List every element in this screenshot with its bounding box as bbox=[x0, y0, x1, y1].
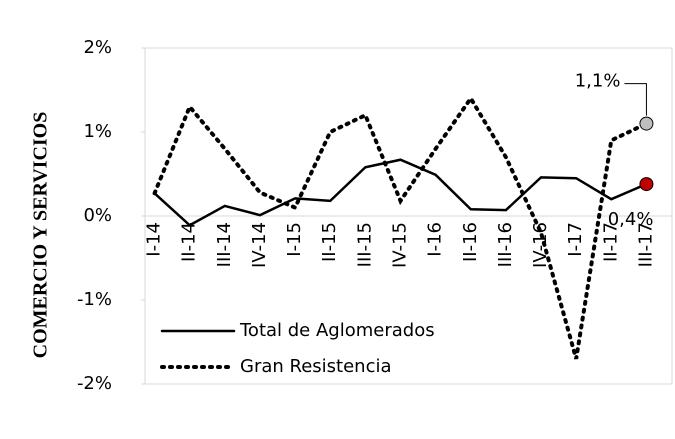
series-line bbox=[153, 158, 648, 227]
x-tick-label: II-14 bbox=[179, 222, 200, 262]
x-tick-label: I-17 bbox=[565, 222, 586, 257]
y-tick-label: 2% bbox=[83, 37, 112, 58]
y-axis-label: COMERCIO Y SERVICIOS bbox=[30, 112, 52, 359]
point-marker bbox=[639, 116, 654, 131]
x-tick-label: I-16 bbox=[425, 222, 446, 257]
x-tick-label: IV-15 bbox=[390, 222, 411, 268]
y-tick-label: -1% bbox=[77, 289, 112, 310]
data-label: 0,4% bbox=[608, 209, 654, 230]
y-tick-label: 0% bbox=[83, 205, 112, 226]
x-tick-label: III-14 bbox=[214, 222, 235, 267]
point-marker bbox=[639, 177, 654, 192]
leader-line bbox=[624, 83, 647, 116]
x-tick-label: IV-16 bbox=[530, 222, 551, 268]
y-tick-label: -2% bbox=[77, 373, 112, 394]
x-tick-label: III-17 bbox=[635, 222, 656, 267]
series-line bbox=[152, 94, 649, 360]
y-tick-label: 1% bbox=[83, 121, 112, 142]
x-tick-label: III-15 bbox=[354, 222, 375, 267]
legend-label: Total de Aglomerados bbox=[239, 320, 435, 341]
x-tick-label: II-16 bbox=[460, 222, 481, 262]
x-tick-label: II-15 bbox=[319, 222, 340, 262]
x-tick-label: II-17 bbox=[600, 222, 621, 262]
x-tick-label: III-16 bbox=[495, 222, 516, 267]
x-tick-label: I-14 bbox=[144, 222, 165, 257]
x-tick-label: IV-14 bbox=[249, 222, 270, 268]
legend-label: Gran Resistencia bbox=[240, 356, 392, 377]
x-tick-label: I-15 bbox=[284, 222, 305, 257]
data-label: 1,1% bbox=[575, 71, 621, 92]
